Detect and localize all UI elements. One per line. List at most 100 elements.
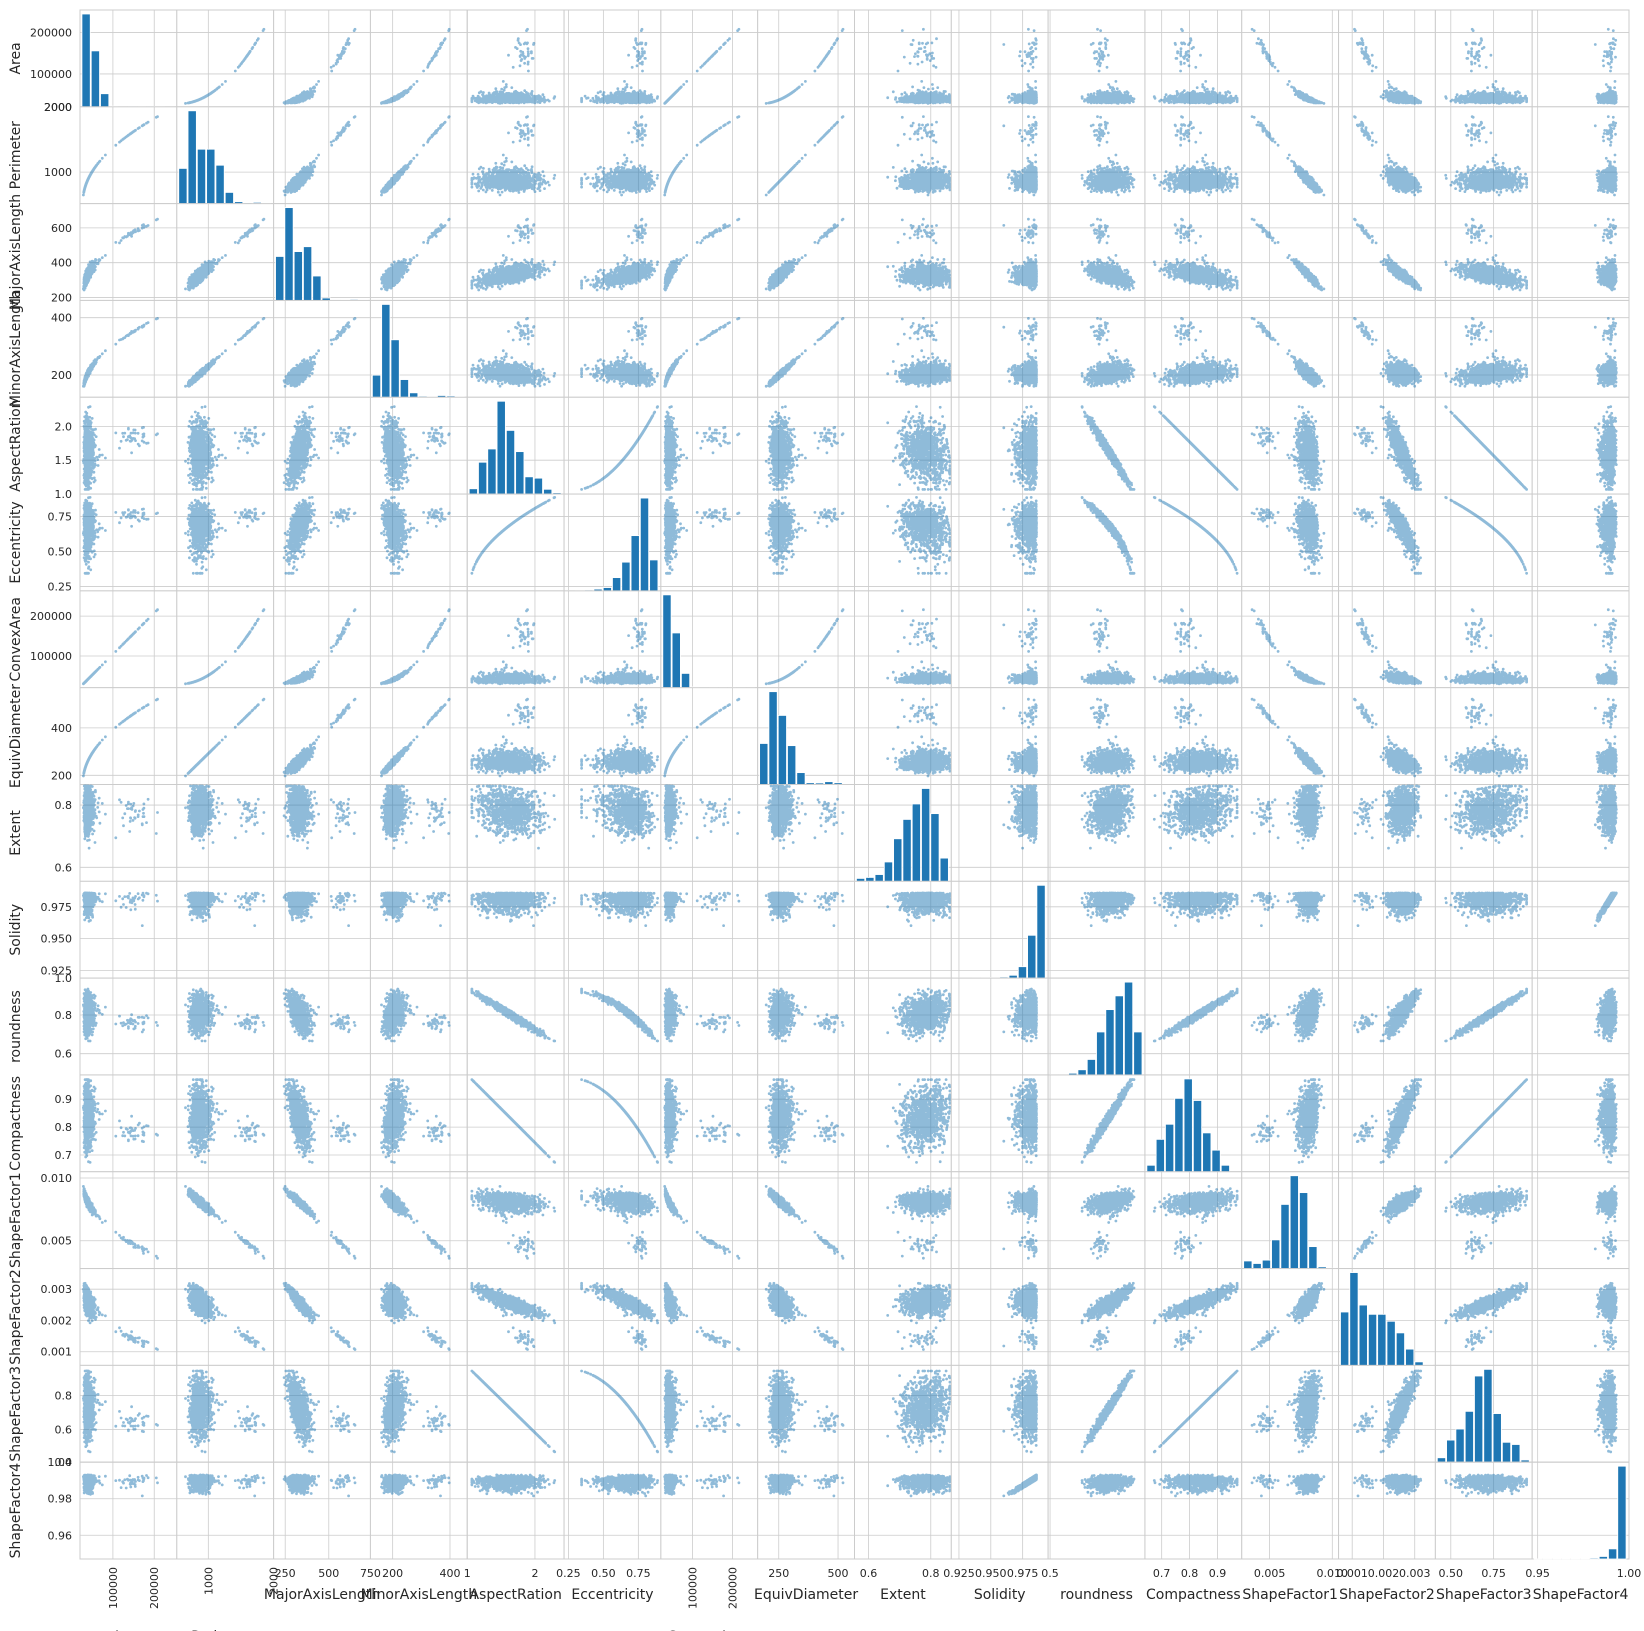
cell-frame [273,590,371,689]
cell-MajorAxisLength-Compactness [1144,203,1243,301]
scatter-points [1002,316,1038,388]
cell-Area-Eccentricity [563,9,662,108]
cell-EquivDiameter-ShapeFactor3 [1434,687,1533,785]
scatter-points [764,1078,845,1164]
cell-Compactness-ShapeFactor2 [1338,1074,1436,1173]
scatter-points [663,495,741,575]
cell-ShapeFactor3-Compactness [1144,1364,1243,1463]
cell-frame [79,1171,178,1270]
scatter-points [1353,217,1423,292]
cell-frame [1241,493,1340,592]
x-tick-label: 750 [360,1567,381,1580]
cell-ConvexArea-Area [79,590,178,689]
scatter-points [663,784,741,850]
hist-bar [206,148,216,205]
hist-bar [312,275,322,301]
cell-AspectRation-ConvexArea [660,396,759,495]
y-tick-label: 2000 [44,101,72,114]
cell-Solidity-Perimeter [176,880,275,979]
hist-bar [1243,1260,1253,1269]
cell-frame [1241,977,1340,1076]
cell-Perimeter-ShapeFactor4 [1531,106,1630,205]
scatter-points [1080,1185,1136,1260]
cell-frame [1241,9,1340,108]
x-tick-label: 0.5 [1041,1567,1059,1580]
cell-frame [1144,1171,1243,1270]
hist-bar [515,451,525,495]
cell-MinorAxisLength-EquivDiameter [757,299,855,398]
cell-Eccentricity-roundness [1047,493,1146,592]
cell-frame [1338,1074,1436,1173]
x-tick-label: 1000 [202,1567,215,1595]
hist-bar [639,497,650,592]
cell-ShapeFactor1-Compactness [1144,1171,1243,1270]
cell-EquivDiameter-ConvexArea [660,687,759,785]
scatter-points [1080,608,1136,686]
scatter-points [580,115,659,197]
hist-bar [1036,884,1046,979]
cell-Extent-Eccentricity [563,784,662,882]
hist-bar [543,488,553,495]
cell-frame [854,9,952,108]
cell-MinorAxisLength-Area [79,299,178,398]
scatter-points [380,1281,451,1351]
hist-bar [759,743,769,785]
scatter-points [82,784,159,850]
cell-frame [854,1171,952,1270]
scatter-points [1444,1078,1528,1164]
scatter-points [1250,405,1326,491]
y-tick-label: 0.8 [55,1121,73,1134]
cell-ConvexArea-Extent [854,590,952,689]
cell-Eccentricity-ConvexArea [660,493,759,592]
scatter-points [580,891,659,927]
cell-Solidity-Solidity [950,880,1049,979]
cell-roundness-roundness [1047,977,1146,1076]
cell-frame [1241,1074,1340,1173]
hist-bar [1192,1100,1203,1173]
hist-bar [224,192,234,205]
scatter-points [663,987,741,1043]
y-tick-label: 2.0 [55,420,73,433]
cell-ShapeFactor3-Solidity [950,1364,1049,1463]
hist-bar [1155,1138,1165,1173]
scatter-points [82,1369,159,1454]
y-tick-label: 400 [51,722,72,735]
cell-Area-Solidity [950,9,1049,108]
scatter-points [470,115,557,197]
hist-bar [1252,1263,1262,1269]
cell-Extent-MinorAxisLength [369,784,468,882]
cell-frame [273,9,371,108]
cell-Extent-ShapeFactor1 [1241,784,1340,882]
cell-ShapeFactor2-ShapeFactor4 [1531,1268,1630,1366]
hist-bar [1377,1313,1387,1366]
hist-bar [1358,1304,1368,1366]
cell-ShapeFactor3-Area [79,1364,178,1463]
x-tick-label: 0.9 [1209,1567,1227,1580]
cell-AspectRation-AspectRation [466,396,565,495]
hist-bar [496,400,506,495]
scatter-points [764,115,845,197]
cell-Solidity-AspectRation [466,880,565,979]
cell-roundness-AspectRation [466,977,565,1076]
cell-Perimeter-MajorAxisLength [273,106,371,205]
x-axis-label: Perimeter [191,1629,260,1631]
cell-Eccentricity-Perimeter [176,493,275,592]
scatter-points [1444,1281,1528,1351]
cell-ShapeFactor2-Eccentricity [563,1268,662,1366]
scatter-points [82,1078,159,1164]
scatter-points [886,495,952,575]
scatter-points [1152,1369,1239,1454]
cell-Extent-ShapeFactor4 [1531,784,1630,882]
x-tick-label: 0.8 [1181,1567,1199,1580]
cell-MajorAxisLength-ShapeFactor2 [1338,203,1436,301]
hist-bar [178,168,188,205]
scatter-points [470,217,557,292]
y-tick-label: 1000 [44,166,72,179]
cell-ShapeFactor1-Perimeter [176,1171,275,1270]
scatter-points [1250,891,1326,928]
cell-Compactness-EquivDiameter [757,1074,855,1173]
hist-bar [303,246,313,301]
scatter-points [1444,27,1528,105]
cell-ShapeFactor4-roundness [1047,1461,1146,1560]
scatter-points [184,891,266,927]
